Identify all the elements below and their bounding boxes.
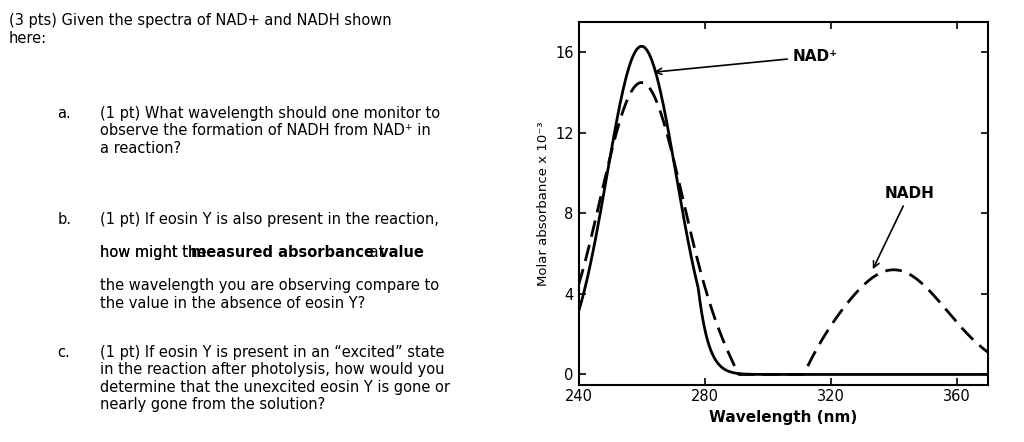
Text: a.: a. — [57, 106, 71, 121]
Y-axis label: Molar absorbance x 10⁻³: Molar absorbance x 10⁻³ — [537, 121, 550, 286]
Text: how might the measured absorbance value at: how might the measured absorbance value … — [100, 245, 439, 260]
Text: (1 pt) If eosin Y is present in an “excited” state
in the reaction after photoly: (1 pt) If eosin Y is present in an “exci… — [100, 345, 451, 412]
Text: (3 pts) Given the spectra of NAD+ and NADH shown
here:: (3 pts) Given the spectra of NAD+ and NA… — [8, 13, 391, 46]
Text: c.: c. — [57, 345, 70, 360]
Text: the wavelength you are observing compare to
the value in the absence of eosin Y?: the wavelength you are observing compare… — [100, 278, 439, 311]
X-axis label: Wavelength (nm): Wavelength (nm) — [710, 410, 857, 425]
Text: (1 pt) If eosin Y is also present in the reaction,: (1 pt) If eosin Y is also present in the… — [100, 212, 439, 227]
Text: how might the: how might the — [100, 245, 211, 260]
Text: measured absorbance value: measured absorbance value — [190, 245, 424, 260]
Text: how might the: how might the — [100, 245, 211, 260]
Text: at: at — [365, 245, 384, 260]
Text: NADH: NADH — [873, 186, 934, 267]
Text: b.: b. — [57, 212, 72, 227]
Text: (1 pt) What wavelength should one monitor to
observe the formation of NADH from : (1 pt) What wavelength should one monito… — [100, 106, 440, 156]
Text: NAD⁺: NAD⁺ — [655, 49, 838, 74]
